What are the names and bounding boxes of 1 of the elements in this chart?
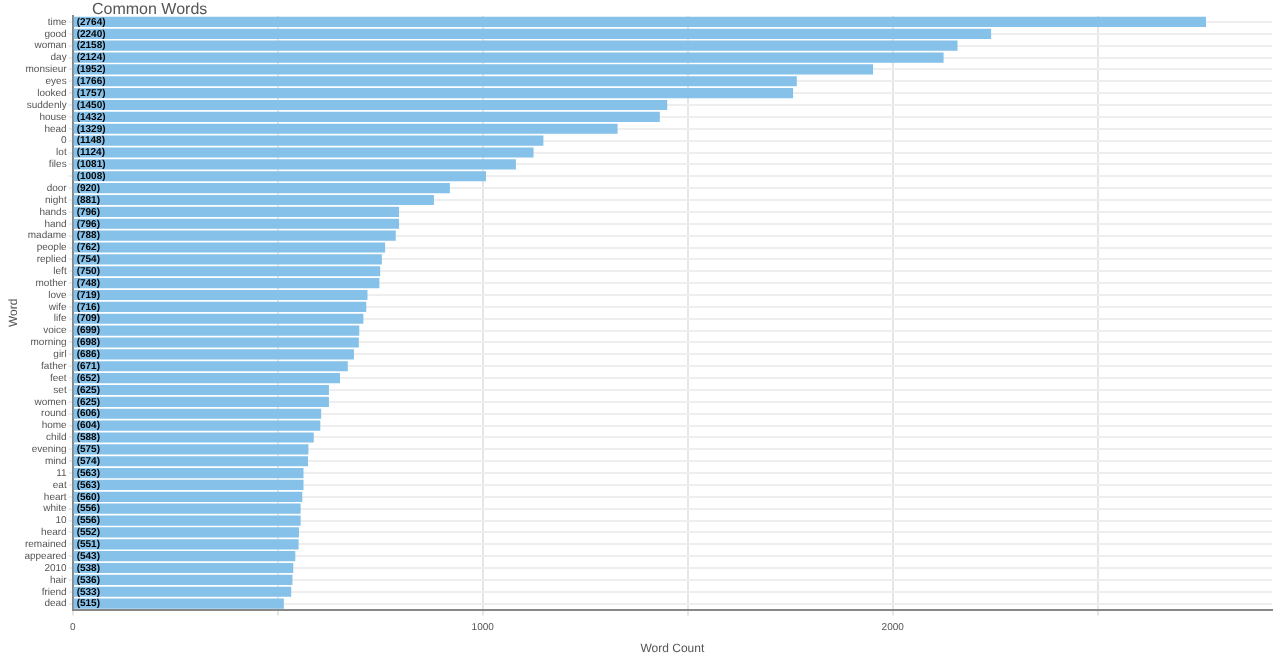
chart-title: Common Words [92,0,208,18]
